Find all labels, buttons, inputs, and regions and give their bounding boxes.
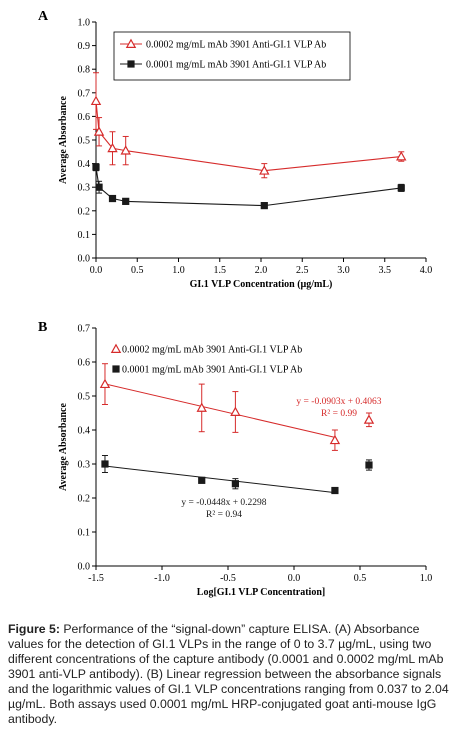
legend-box (113, 31, 351, 81)
y-tick-label: 0.1 (78, 230, 91, 241)
data-point-s1-p1 (198, 476, 206, 484)
legend-box (110, 337, 348, 381)
legend-marker-0 (110, 343, 122, 353)
legend-marker-1 (112, 365, 120, 373)
data-point-s1-p0 (92, 163, 100, 171)
x-tick-label: 4.0 (420, 265, 433, 276)
data-point-s1-p1 (95, 183, 103, 191)
panel-b: B 0.0 0.1 0.2 0.3 0.4 0.5 0.6 0.7 -1.5 -1.0 -0.5 0.0… (38, 320, 432, 598)
y-tick-label: 0.9 (78, 41, 91, 52)
y-tick-label: 0.5 (78, 136, 91, 147)
y-tick-label: 0.0 (78, 562, 91, 573)
data-point-s1-p2 (231, 480, 239, 488)
x-tick-label: -1.0 (154, 573, 170, 584)
y-tick-label: 1.0 (78, 18, 91, 29)
y-tick-label: 0.6 (78, 358, 91, 369)
y-tick-label: 0.7 (78, 88, 91, 99)
legend-label-0: 0.0002 mg/mL mAb 3901 Anti-GI.1 VLP Ab (122, 345, 302, 356)
panel-label: B (38, 320, 47, 335)
y-tick-label: 0.6 (78, 112, 91, 123)
legend-label-0: 0.0002 mg/mL mAb 3901 Anti-GI.1 VLP Ab (146, 40, 326, 51)
x-tick-label: -0.5 (220, 573, 236, 584)
x-tick-label: 1.5 (214, 265, 227, 276)
data-point-s0-p5 (396, 151, 407, 161)
y-tick-label: 0.3 (78, 183, 91, 194)
y-tick-label: 0.4 (78, 426, 91, 437)
data-point-s0-p2 (230, 406, 241, 416)
series-line-1 (95, 167, 402, 207)
x-tick-label: 2.5 (296, 265, 309, 276)
y-tick-label: 0.4 (78, 159, 91, 170)
figure-caption: Figure 5: Performance of the “signal-dow… (8, 622, 451, 727)
y-tick-label: 0.7 (78, 324, 91, 335)
x-tick-label: 0.0 (288, 573, 301, 584)
legend: 0.0002 mg/mL mAb 3901 Anti-GI.1 VLP Ab 0.… (110, 337, 348, 381)
panel-label: A (38, 9, 49, 24)
trendline-0 (104, 383, 336, 438)
x-tick-label: 0.0 (90, 265, 103, 276)
data-point-s0-p0 (90, 95, 102, 106)
data-point-s1-p4 (260, 202, 268, 210)
y-tick-label: 0.5 (78, 392, 91, 403)
x-tick-label: 2.0 (255, 265, 268, 276)
y-tick-label: 0.3 (78, 460, 91, 471)
x-tick-label: 3.5 (379, 265, 392, 276)
data-point-s1-p2 (108, 194, 117, 203)
data-point-s0-p1 (93, 126, 105, 136)
data-point-s0-p2 (107, 142, 118, 153)
y-tick-label: 0.1 (78, 528, 91, 539)
data-point-s0-p1 (196, 402, 207, 412)
x-tick-label: 0.5 (354, 573, 367, 584)
legend-marker-0 (125, 38, 137, 48)
data-point-s0-p4 (259, 165, 270, 175)
y-axis-title: Average Absorbance (58, 403, 69, 491)
x-tick-label: 1.0 (420, 573, 433, 584)
data-point-s1-p0 (101, 460, 109, 468)
data-point-s0-p0 (99, 378, 111, 389)
data-point-s0-p3 (120, 145, 131, 155)
x-tick-label: 0.5 (131, 265, 144, 276)
data-point-s1-p4 (365, 461, 373, 469)
trendline-1 (104, 465, 335, 494)
x-tick-label: 3.0 (337, 265, 350, 276)
series-line-0 (95, 101, 402, 172)
trendline-r2-1: R² = 0.94 (206, 510, 242, 520)
y-tick-label: 0.0 (78, 254, 91, 265)
data-point-s1-p5 (397, 184, 405, 192)
caption-text: Performance of the “signal-down” capture… (8, 622, 449, 726)
legend-label-1: 0.0001 mg/mL mAb 3901 Anti-GI.1 VLP Ab (122, 365, 302, 376)
trendline-equation-0: y = -0.0903x + 0.4063 (296, 397, 381, 407)
x-tick-label: 1.0 (172, 265, 185, 276)
y-tick-label: 0.8 (78, 65, 91, 76)
x-tick-label: -1.5 (88, 573, 104, 584)
legend-marker-1 (127, 60, 135, 68)
trendline-equation-1: y = -0.0448x + 0.2298 (181, 498, 266, 508)
x-axis-title: GI.1 VLP Concentration (µg/mL) (190, 279, 333, 290)
caption-label: Figure 5: (8, 622, 60, 636)
y-tick-label: 0.2 (78, 494, 91, 505)
data-point-s1-p3 (122, 197, 130, 205)
y-tick-label: 0.2 (78, 206, 91, 217)
data-point-s1-p3 (331, 486, 339, 495)
data-point-s0-p3 (329, 434, 341, 445)
x-axis-title: Log[GI.1 VLP Concentration] (197, 587, 325, 598)
trendline-r2-0: R² = 0.99 (321, 409, 357, 419)
y-axis-title: Average Absorbance (58, 96, 69, 184)
legend-label-1: 0.0001 mg/mL mAb 3901 Anti-GI.1 VLP Ab (146, 60, 326, 71)
data-point-s0-p4 (363, 414, 375, 424)
legend: 0.0002 mg/mL mAb 3901 Anti-GI.1 VLP Ab 0.… (113, 31, 351, 81)
panel-a: A 0.0 0.1 0.2 0.3 0.4 0.5 0.6 0.7 0.8 0.9 1.0 0.0 0.5… (38, 9, 432, 290)
